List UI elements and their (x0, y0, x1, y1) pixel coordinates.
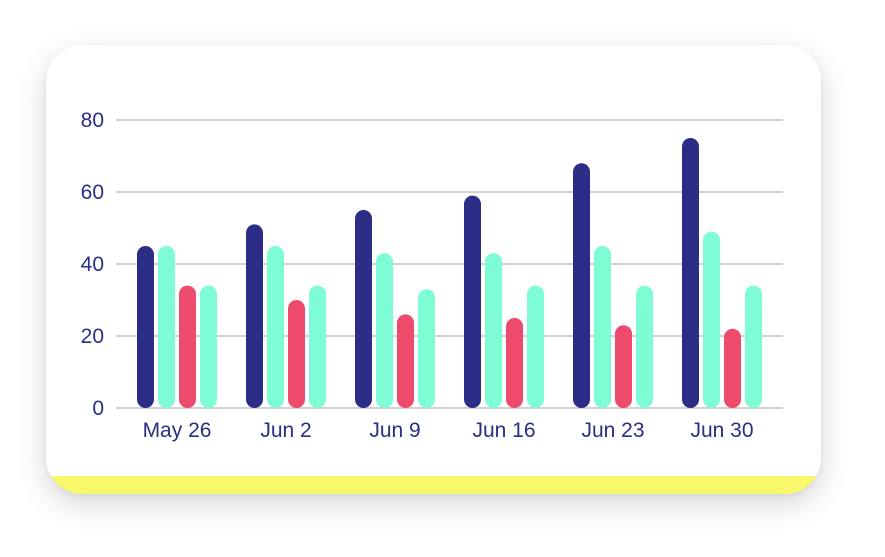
bar-series2-1 (267, 246, 284, 408)
gridlines (116, 119, 783, 409)
y-tick-label-0: 0 (92, 397, 104, 420)
bar-series4-1 (309, 285, 326, 408)
bar-series1-4 (573, 163, 590, 408)
bar-series2-4 (594, 246, 611, 408)
bar-series2-2 (376, 253, 393, 408)
bar-series2-5 (703, 231, 720, 408)
bar-series3-5 (724, 328, 741, 408)
x-tick-label-2: Jun 9 (369, 419, 420, 442)
bar-group-3 (464, 195, 544, 408)
bar-group-2 (355, 210, 435, 408)
bar-series1-5 (682, 138, 699, 408)
bar-series3-4 (615, 325, 632, 408)
y-tick-label-60: 60 (81, 181, 104, 204)
bar-group-1 (246, 224, 326, 408)
bars (137, 138, 762, 408)
bar-group-0 (137, 246, 217, 408)
x-tick-label-4: Jun 23 (581, 419, 644, 442)
x-tick-label-0: May 26 (143, 419, 212, 442)
bar-series2-0 (158, 246, 175, 408)
x-axis-labels: May 26 Jun 2 Jun 9 Jun 16 Jun 23 Jun 30 (143, 419, 754, 442)
y-tick-label-40: 40 (81, 253, 104, 276)
bar-series3-1 (288, 300, 305, 408)
x-tick-label-1: Jun 2 (260, 419, 311, 442)
y-tick-label-80: 80 (81, 109, 104, 132)
bar-series1-2 (355, 210, 372, 408)
y-axis-ticks: 0 20 40 60 80 (81, 109, 104, 420)
card-accent-stripe (46, 476, 821, 494)
bar-group-5 (682, 138, 762, 408)
x-tick-label-3: Jun 16 (472, 419, 535, 442)
bar-series4-5 (745, 285, 762, 408)
bar-series4-4 (636, 285, 653, 408)
y-tick-label-20: 20 (81, 325, 104, 348)
bar-series3-3 (506, 318, 523, 408)
bar-series4-3 (527, 285, 544, 408)
bar-series1-1 (246, 224, 263, 408)
bar-series1-0 (137, 246, 154, 408)
bar-series2-3 (485, 253, 502, 408)
bar-series3-0 (179, 285, 196, 408)
bar-series3-2 (397, 314, 414, 408)
x-tick-label-5: Jun 30 (690, 419, 753, 442)
bar-series4-0 (200, 285, 217, 408)
bar-series4-2 (418, 289, 435, 408)
bar-group-4 (573, 163, 653, 408)
bar-series1-3 (464, 195, 481, 408)
